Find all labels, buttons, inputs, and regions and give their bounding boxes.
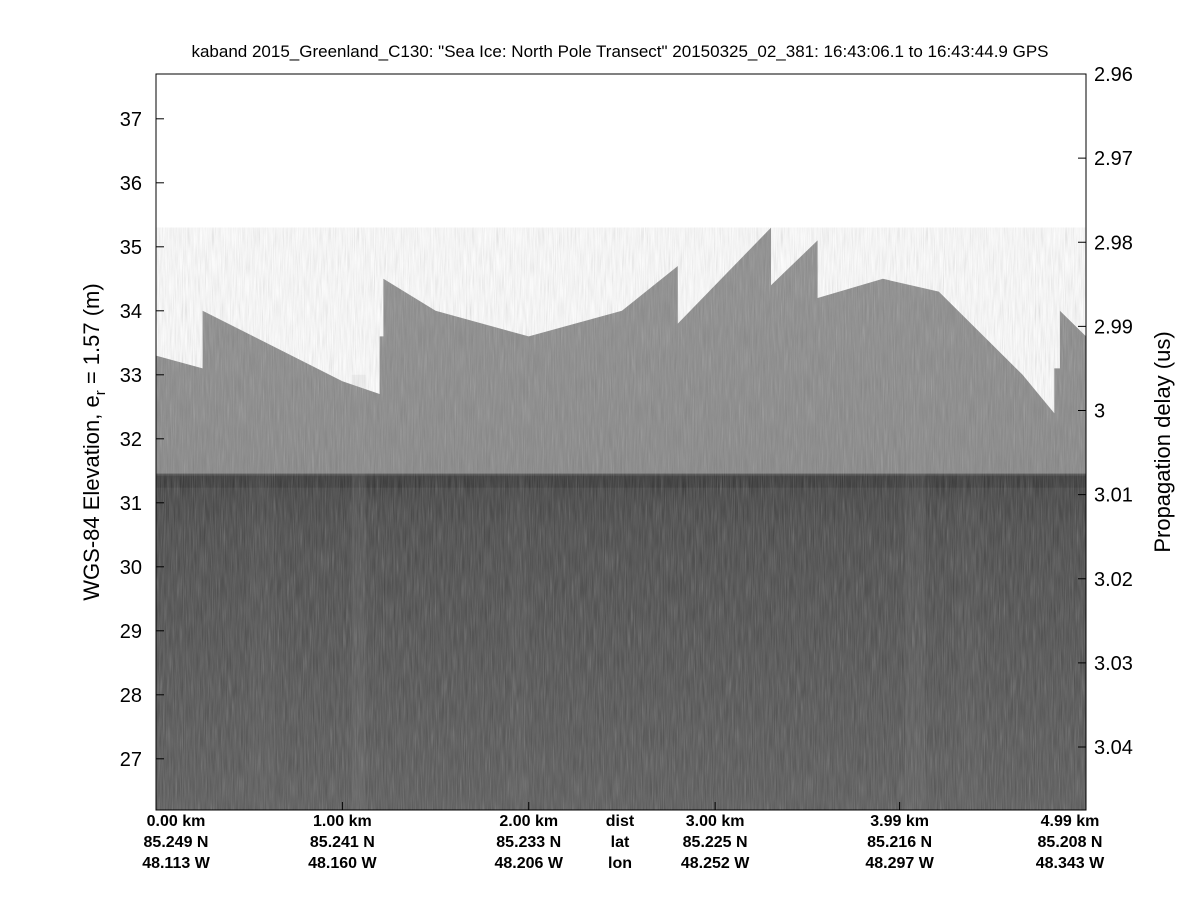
y-tick-label-left: 32: [120, 429, 142, 451]
plot-frame: [155, 73, 1087, 811]
streak: [905, 374, 926, 810]
x-tick-label: 2.00 km 85.233 N 48.206 W: [494, 813, 563, 872]
y-tick-label-left: 33: [120, 365, 142, 387]
y-tick-label-left: 30: [120, 557, 142, 579]
x-tick-label: 4.99 km 85.208 N 48.343 W: [1035, 813, 1105, 872]
y-tick-label-right: 2.96: [1094, 64, 1133, 86]
streak: [957, 374, 981, 810]
y-tick-label-left: 29: [120, 621, 142, 643]
chart-title: kaband 2015_Greenland_C130: "Sea Ice: No…: [191, 42, 1049, 61]
y-tick-label-left: 34: [120, 301, 142, 323]
streak: [510, 374, 528, 810]
y-tick-label-left: 31: [120, 493, 142, 515]
speckle-overlay: [156, 227, 1086, 810]
y-tick-label-right: 3.02: [1094, 569, 1133, 591]
streak: [351, 374, 366, 810]
y-tick-label-right: 3.03: [1094, 653, 1133, 675]
y-tick-label-right: 3: [1094, 401, 1105, 423]
y-tick-label-right: 2.98: [1094, 232, 1133, 254]
y-axis-label-right: Propagation delay (us): [1150, 331, 1175, 552]
y-tick-label-left: 27: [120, 749, 142, 771]
x-row-labels: dist lat lon: [605, 813, 635, 872]
y-tick-label-left: 36: [120, 173, 142, 195]
y-axis-label-left: WGS-84 Elevation, er = 1.57 (m): [79, 283, 109, 600]
streak: [249, 374, 276, 810]
y-tick-label-left: 37: [120, 109, 142, 131]
y-tick-label-right: 3.01: [1094, 485, 1133, 507]
x-tick-label: 3.00 km 85.225 N 48.252 W: [680, 813, 750, 872]
y-tick-label-left: 28: [120, 685, 142, 707]
y-tick-label-right: 3.04: [1094, 737, 1133, 759]
x-tick-label: 0.00 km 85.249 N 48.113 W: [142, 813, 210, 872]
y-tick-label-right: 2.97: [1094, 148, 1133, 170]
x-tick-label: 3.99 km 85.216 N 48.297 W: [865, 813, 934, 872]
y-tick-label-right: 2.99: [1094, 316, 1133, 338]
x-tick-label: 1.00 km 85.241 N 48.160 W: [308, 813, 377, 872]
y-tick-label-left: 35: [120, 237, 142, 259]
